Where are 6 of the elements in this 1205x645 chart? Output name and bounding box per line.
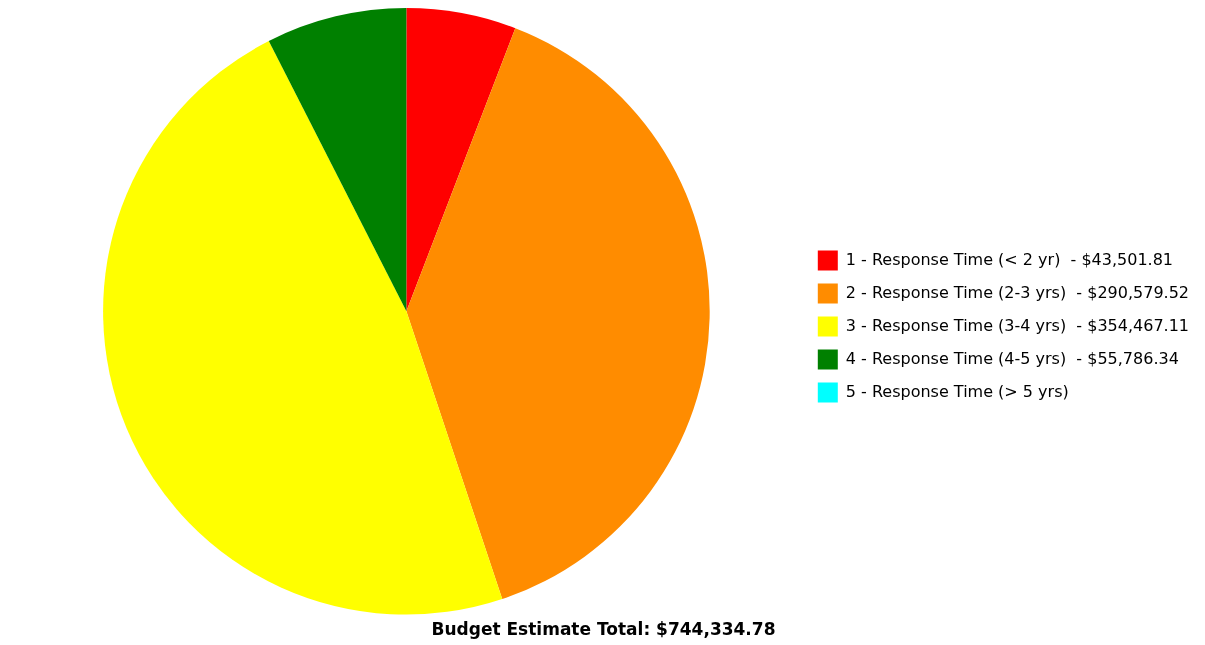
legend-label: 1 - Response Time (< 2 yr) - $43,501.81: [845, 249, 1174, 269]
text: Budget Estimate Total: $744,334.78: [431, 619, 776, 640]
legend-label: 2 - Response Time (2-3 yrs) - $290,579.52: [845, 282, 1189, 302]
legend-label: 5 - Response Time (> 5 yrs): [845, 381, 1069, 401]
legend-label: 4 - Response Time (4-5 yrs) - $55,786.34: [845, 348, 1179, 368]
legend-label: 3 - Response Time (3-4 yrs) - $354,467.11: [845, 315, 1189, 335]
